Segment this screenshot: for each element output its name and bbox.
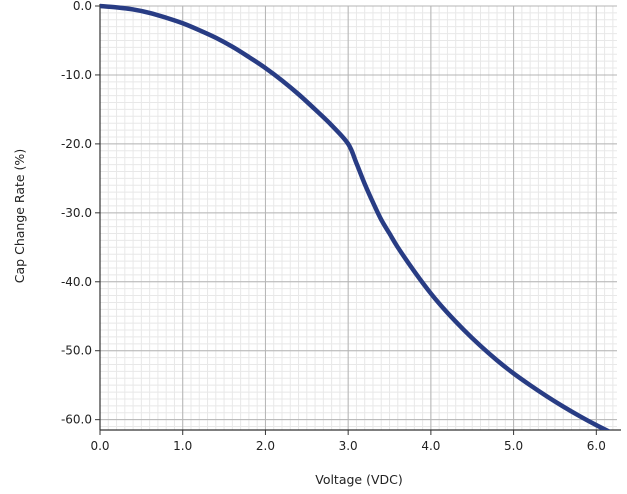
y-tick-label: -20.0 — [61, 137, 92, 151]
series-layer — [100, 3, 611, 430]
y-axis-label: Cap Change Rate (%) — [12, 149, 27, 283]
x-tick-label: 4.0 — [421, 439, 440, 453]
tick-labels: 0.0 1.0 2.0 3.0 4.0 5.0 6.0 0.0 -10.0 -20.0 -30.0 -… — [61, 0, 606, 453]
x-tick-label: 3.0 — [339, 439, 358, 453]
x-tick-label: 1.0 — [173, 439, 192, 453]
y-tick-label: -50.0 — [61, 344, 92, 358]
y-tick-label: -40.0 — [61, 275, 92, 289]
x-tick-label: 6.0 — [587, 439, 606, 453]
grid — [99, 5, 617, 430]
x-tick-label: 5.0 — [504, 439, 523, 453]
y-tick-label: -10.0 — [61, 68, 92, 82]
axes — [95, 4, 621, 435]
x-tick-label: 2.0 — [256, 439, 275, 453]
x-axis-label: Voltage (VDC) — [315, 472, 403, 487]
y-tick-label: -30.0 — [61, 206, 92, 220]
x-tick-label: 0.0 — [90, 439, 109, 453]
series-line — [100, 3, 611, 430]
y-tick-label: -60.0 — [61, 413, 92, 427]
y-tick-label: 0.0 — [73, 0, 92, 13]
